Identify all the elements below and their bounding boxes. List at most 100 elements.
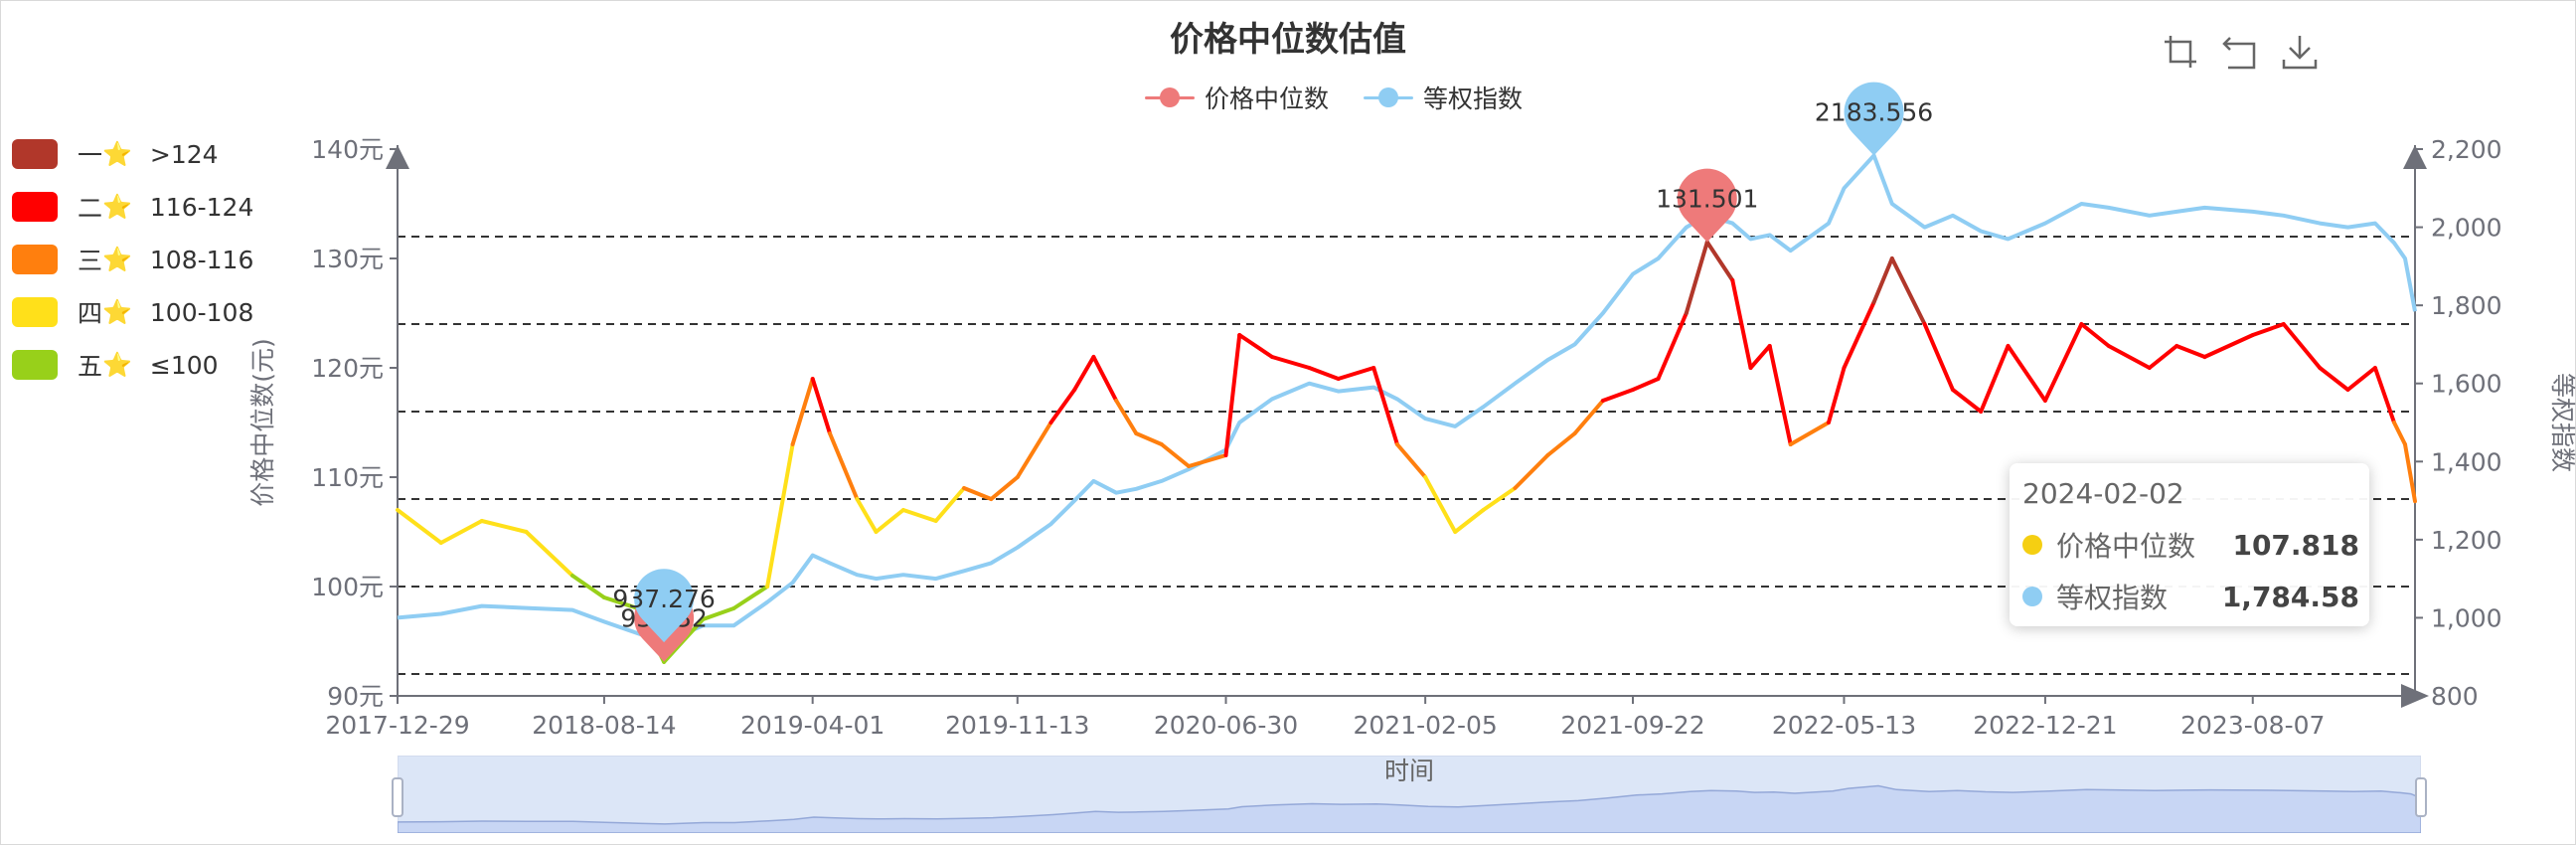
series-segment-price-median xyxy=(1572,399,1605,435)
series-segment-price-median xyxy=(2174,344,2207,359)
series-segment-price-median xyxy=(1767,344,1793,446)
legend-line-icon xyxy=(1145,86,1195,108)
series-segment-price-median xyxy=(570,574,606,599)
series-segment-price-median xyxy=(1072,355,1096,392)
star-icon: ⭐ xyxy=(102,351,132,379)
series-segment-price-median xyxy=(1979,344,2011,414)
series-segment-price-median xyxy=(1134,431,1164,446)
tooltip-series-name: 等权指数 xyxy=(2056,582,2169,614)
series-segment-price-median xyxy=(1730,278,1753,370)
series-segment-price-median xyxy=(2281,322,2323,370)
x-tick-label: 2017-12-29 xyxy=(325,711,469,740)
legend-line-icon xyxy=(1364,86,1413,108)
series-segment-price-median xyxy=(1453,508,1486,534)
series-line-equal-weight-index xyxy=(397,153,2417,645)
series-segment-price-median xyxy=(1237,333,1274,359)
series-segment-price-median xyxy=(479,519,529,534)
visualmap-range: ≤100 xyxy=(149,350,219,380)
series-segment-price-median xyxy=(1015,421,1053,479)
datazoom-label: 时间 xyxy=(1383,757,1434,785)
series-segment-price-median xyxy=(1704,240,1735,282)
y-left-tick-label: 110元 xyxy=(311,463,384,492)
legend-item-price-median[interactable]: 价格中位数 xyxy=(1145,80,1329,115)
legend-label: 价格中位数 xyxy=(1205,84,1330,113)
series-segment-price-median xyxy=(1114,399,1139,435)
x-tick-label: 2020-06-30 xyxy=(1154,711,1298,740)
zoom-reset-icon[interactable] xyxy=(2220,32,2260,72)
visualmap-level: 五 xyxy=(78,352,103,381)
series-segment-price-median xyxy=(2345,366,2377,392)
tooltip-series-value: 107.818 xyxy=(2232,528,2359,562)
visualmap-level: 三 xyxy=(78,247,103,275)
y-right-axis-title: 等权指数 xyxy=(2548,373,2576,472)
series-segment-price-median xyxy=(2106,344,2152,370)
series-segment-price-median xyxy=(701,606,736,621)
y-axis-right-arrow-icon xyxy=(2403,145,2427,169)
series-segment-price-median xyxy=(1788,421,1831,446)
series-segment-price-median xyxy=(1748,344,1772,370)
series-segment-price-median xyxy=(1922,322,1955,392)
series-segment-price-median xyxy=(2147,344,2179,370)
y-right-tick-label: 1,400 xyxy=(2431,447,2502,476)
series-segment-price-median xyxy=(765,442,795,589)
markpoint-pin-equal-weight-index xyxy=(634,569,695,643)
datazoom-handle-right[interactable] xyxy=(2415,777,2427,817)
series-segment-price-median xyxy=(1423,475,1458,534)
datazoom-handle-left[interactable] xyxy=(392,777,403,817)
y-right-tick-label: 1,200 xyxy=(2431,526,2502,555)
series-segment-price-median xyxy=(1842,300,1876,370)
visualmap-level: 二 xyxy=(78,194,103,223)
datazoom-slider[interactable]: 时间 xyxy=(392,756,2427,833)
visualmap-piece-4[interactable]: 四 ⭐ 100-108 xyxy=(12,297,254,328)
series-segment-price-median xyxy=(2392,421,2407,446)
y-right-tick-label: 800 xyxy=(2431,682,2479,711)
series-segment-price-median xyxy=(2079,322,2111,348)
series-segment-price-median xyxy=(855,497,879,534)
tooltip-row-equal-weight-index: 等权指数 1,784.58 xyxy=(2022,577,2359,616)
series-segment-price-median xyxy=(1631,377,1661,392)
series-segment-price-median xyxy=(2202,333,2255,359)
series-segment-price-median xyxy=(2318,366,2350,392)
series-segment-price-median xyxy=(396,508,443,545)
series-segment-price-median xyxy=(1684,240,1709,315)
x-tick-label: 2022-12-21 xyxy=(1973,711,2117,740)
area-zoom-icon[interactable] xyxy=(2161,32,2200,72)
series-segment-price-median xyxy=(874,508,905,534)
visualmap-range: 100-108 xyxy=(149,297,254,327)
y-left-axis-title: 价格中位数(元) xyxy=(248,338,277,507)
series-segment-price-median xyxy=(1307,366,1341,381)
markpoint-pin-equal-weight-index xyxy=(1844,82,1904,156)
y-right-tick-label: 2,000 xyxy=(2431,214,2502,243)
visualmap-piece-3[interactable]: 三 ⭐ 108-116 xyxy=(12,245,253,275)
datazoom-preview-area xyxy=(398,784,2421,833)
series-segment-price-median xyxy=(1187,453,1228,468)
tooltip-series-name: 价格中位数 xyxy=(2056,530,2196,563)
download-icon[interactable] xyxy=(2280,32,2320,72)
series-segment-price-median xyxy=(601,595,640,610)
legend-item-equal-weight-index[interactable]: 等权指数 xyxy=(1364,80,1523,115)
series-segment-price-median xyxy=(1545,431,1577,457)
datazoom-preview xyxy=(398,784,2421,833)
series-segment-price-median xyxy=(1270,355,1312,370)
y-right-tick-label: 1,000 xyxy=(2431,603,2502,632)
series-segment-price-median xyxy=(933,486,966,523)
tooltip-dot xyxy=(2022,587,2042,606)
visualmap-piece-2[interactable]: 二 ⭐ 116-124 xyxy=(12,192,253,223)
markpoint-label: 131.501 xyxy=(1656,184,1758,213)
x-tick-label: 2022-05-13 xyxy=(1772,711,1916,740)
x-tick-label: 2021-02-05 xyxy=(1354,711,1498,740)
series-segment-price-median xyxy=(1827,366,1847,424)
visualmap-piece-1[interactable]: 一 ⭐ >124 xyxy=(12,139,219,170)
series-segment-price-median xyxy=(2250,322,2286,337)
x-tick-label: 2019-04-01 xyxy=(740,711,885,740)
y-left-tick-label: 100元 xyxy=(311,573,384,601)
series-segment-price-median xyxy=(2403,442,2417,504)
series-segment-price-median xyxy=(1889,256,1927,326)
series-segment-price-median xyxy=(1048,388,1077,424)
tooltip: 2024-02-02 价格中位数 107.818 等权指数 1,784.58 xyxy=(2010,463,2369,626)
y-right-tick-label: 2,200 xyxy=(2431,135,2502,164)
visualmap-piece-5[interactable]: 五 ⭐ ≤100 xyxy=(12,350,219,381)
markpoint-label: 2183.556 xyxy=(1815,97,1933,126)
series-segment-price-median xyxy=(438,519,484,545)
